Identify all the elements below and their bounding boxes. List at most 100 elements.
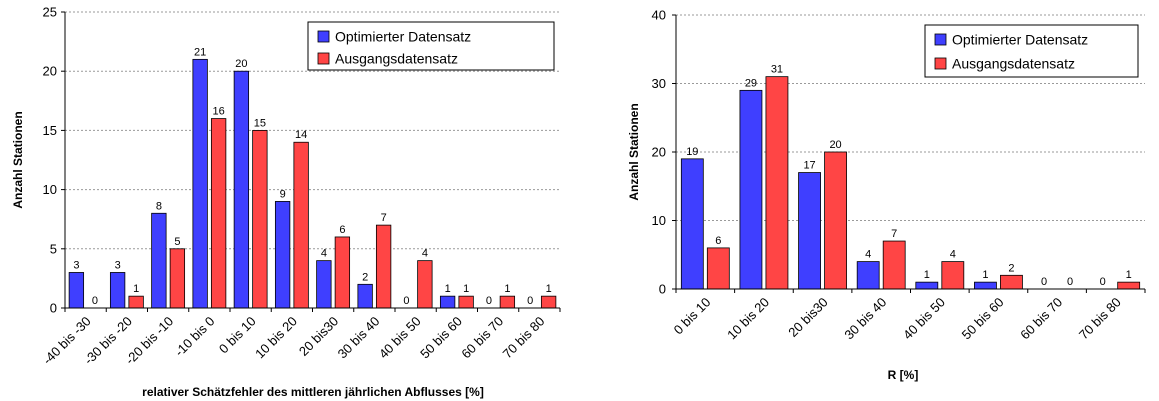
bar (109, 272, 126, 309)
legend-swatch (934, 33, 947, 46)
bar-value-label: 29 (745, 77, 757, 89)
bar-value-label: 31 (771, 64, 783, 76)
x-tick-label: 10 bis 20 (252, 314, 300, 362)
y-axis-title: Anzahl Stationen (627, 103, 641, 200)
x-tick-label: 70 bis 80 (1076, 295, 1124, 343)
legend-swatch (317, 30, 330, 43)
x-axis-title: R [%] (888, 368, 919, 382)
bar (765, 76, 789, 290)
x-tick-label: 60 bis 70 (458, 314, 506, 362)
bar (974, 281, 997, 290)
legend-box (307, 21, 555, 71)
bar-value-label: 0 (486, 295, 492, 307)
bar-value-label: 3 (115, 259, 121, 271)
bar-value-label: 20 (235, 58, 247, 70)
bar-value-label: 1 (982, 269, 988, 281)
bar-value-label: 2 (362, 271, 368, 283)
legend-swatch (934, 57, 947, 70)
bar-value-label: 0 (527, 295, 533, 307)
bar (499, 295, 516, 309)
bar-value-label: 19 (686, 146, 698, 158)
bar-value-label: 0 (92, 295, 98, 307)
y-tick-label: 10 (43, 182, 57, 197)
x-tick-label: 20 bis30 (785, 295, 830, 340)
bar (293, 141, 309, 309)
x-tick-label: 30 bis 40 (841, 295, 889, 343)
bar-value-label: 1 (1126, 269, 1132, 281)
bar (375, 224, 392, 309)
bar (706, 247, 730, 290)
bar (882, 240, 906, 290)
bar-value-label: 6 (339, 224, 345, 236)
bar-value-label: 0 (403, 295, 409, 307)
bar-value-label: 14 (295, 129, 307, 141)
bar (252, 129, 268, 309)
bar (1000, 274, 1023, 290)
bar-value-label: 1 (445, 283, 451, 295)
bar-value-label: 15 (254, 117, 266, 129)
x-tick-label: 70 bis 80 (500, 314, 548, 362)
bar-value-label: 2 (1008, 262, 1014, 274)
bar-value-label: 4 (321, 248, 327, 260)
bar-value-label: 0 (1041, 276, 1047, 288)
bar (417, 260, 433, 309)
bar (316, 260, 332, 309)
legend-box (924, 24, 1139, 78)
bar (1117, 281, 1141, 290)
x-tick-label: 60 bis 70 (1017, 295, 1065, 343)
legend-label: Optimierter Datensatz (335, 29, 471, 45)
bar-value-label: 1 (463, 283, 469, 295)
y-tick-label: 0 (50, 301, 57, 316)
x-tick-label: 40 bis 50 (900, 295, 948, 343)
y-tick-label: 40 (652, 8, 666, 23)
y-tick-label: 0 (659, 282, 666, 297)
bar (540, 295, 557, 309)
bar-value-label: 1 (133, 283, 139, 295)
x-tick-label: 10 bis 20 (724, 295, 772, 343)
bar (856, 261, 880, 290)
bar (458, 295, 474, 309)
bar (680, 158, 704, 290)
legend-label: Ausgangsdatensatz (335, 51, 458, 67)
bar-value-label: 1 (546, 283, 552, 295)
legend: Optimierter Datensatz Ausgangsdatensatz (307, 21, 555, 71)
bar-value-label: 0 (1100, 276, 1106, 288)
bar-value-label: 0 (1067, 276, 1073, 288)
bar-value-label: 3 (73, 259, 79, 271)
bar (915, 281, 939, 290)
bar (233, 70, 250, 309)
bar-value-label: 7 (381, 212, 387, 224)
x-tick-label: 0 bis 10 (671, 295, 714, 338)
legend-label: Ausgangsdatensatz (952, 56, 1075, 72)
bar (210, 118, 227, 309)
bar (128, 295, 144, 309)
bar-value-label: 7 (891, 228, 897, 240)
bar-value-label: 9 (280, 188, 286, 200)
y-tick-label: 20 (43, 64, 57, 79)
bar (739, 89, 763, 290)
x-tick-label: 40 bis 50 (376, 314, 424, 362)
bar-value-label: 8 (156, 200, 162, 212)
bar (274, 201, 291, 309)
bar-value-label: 17 (803, 160, 815, 172)
y-tick-label: 20 (652, 145, 666, 160)
bar (169, 248, 186, 309)
bar (941, 261, 965, 290)
bar (798, 172, 821, 290)
bar (192, 58, 208, 309)
bar-value-label: 16 (213, 106, 225, 118)
y-tick-label: 5 (50, 241, 57, 256)
y-tick-label: 10 (652, 213, 666, 228)
bar-value-label: 5 (174, 236, 180, 248)
x-tick-label: -10 bis 0 (172, 314, 218, 360)
bar-value-label: 4 (865, 249, 871, 261)
y-tick-label: 25 (43, 5, 57, 20)
legend: Optimierter Datensatz Ausgangsdatensatz (924, 24, 1139, 78)
bar (68, 272, 85, 309)
x-tick-label: 50 bis 60 (417, 314, 465, 362)
y-tick-label: 15 (43, 123, 57, 138)
bar (824, 151, 847, 290)
bar-value-label: 21 (194, 46, 206, 58)
